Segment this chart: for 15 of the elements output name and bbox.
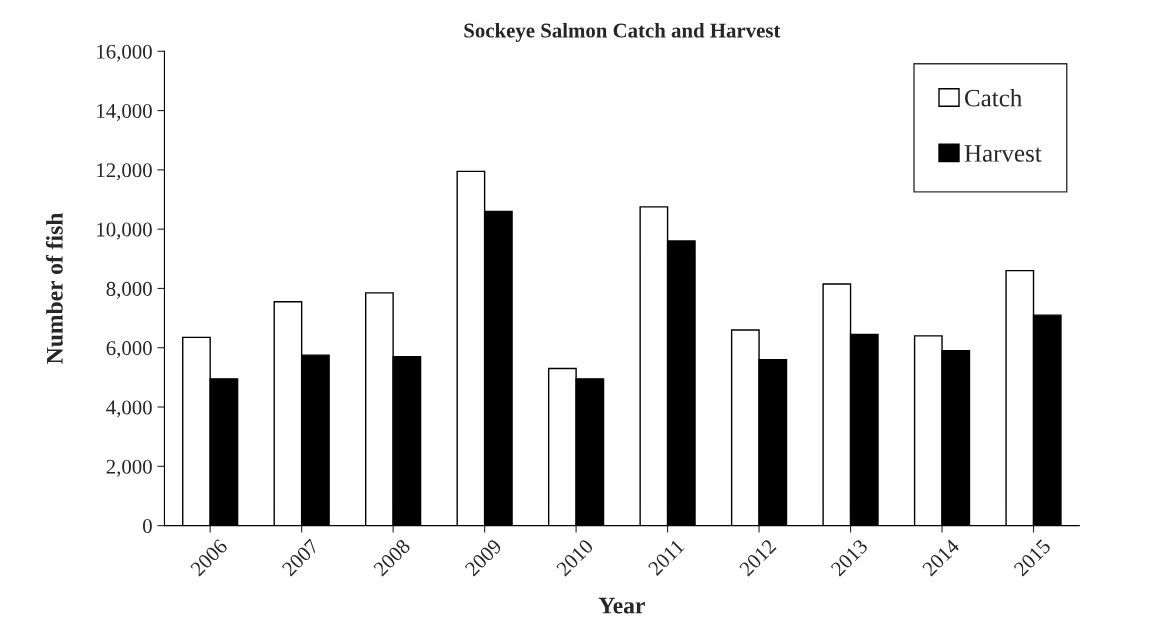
y-tick-label: 14,000 (97, 103, 152, 121)
y-tick-label: 8,000 (106, 281, 152, 299)
y-tick-label: 0 (143, 518, 152, 534)
x-axis-title: Year (598, 597, 645, 614)
x-tick-label: 2011 (647, 538, 685, 577)
y-tick-label: 12,000 (97, 163, 152, 181)
y-tick-label: 16,000 (97, 44, 152, 62)
legend-label: Catch (965, 88, 1022, 107)
y-tick-label: 2,000 (106, 459, 152, 477)
legend-label: Harvest (964, 145, 1042, 162)
y-tick-label: 10,000 (97, 222, 152, 240)
chart-title: Sockeye Salmon Catch and Harvest (464, 22, 781, 42)
y-tick-label: 4,000 (106, 400, 152, 418)
y-tick-label: 6,000 (106, 341, 152, 359)
y-axis-title: Number of fish (45, 212, 63, 364)
